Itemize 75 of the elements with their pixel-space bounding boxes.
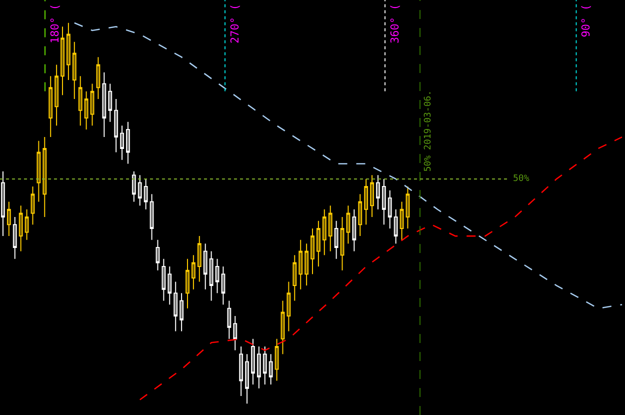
candlestick xyxy=(186,258,190,309)
candlestick xyxy=(286,281,291,332)
candlestick xyxy=(36,140,41,202)
candlestick xyxy=(180,292,184,332)
candlestick xyxy=(262,346,267,386)
candlestick xyxy=(12,216,17,260)
candlestick xyxy=(221,266,226,306)
candlestick xyxy=(292,254,297,302)
candlestick xyxy=(150,194,154,240)
candlestick xyxy=(388,190,392,229)
annotation: 50% 2019-03-06. xyxy=(423,90,434,172)
candlestick xyxy=(96,56,100,100)
candlestick xyxy=(78,76,82,126)
candlestick xyxy=(233,316,238,351)
candlestick xyxy=(144,178,148,210)
candlestick xyxy=(24,208,29,240)
candlestick xyxy=(406,186,410,229)
candlestick xyxy=(18,205,23,252)
candlestick xyxy=(370,174,374,218)
candlestick xyxy=(256,346,261,389)
candlestick xyxy=(108,83,112,122)
candlestick xyxy=(280,300,285,355)
candlestick xyxy=(84,90,88,130)
candlestick xyxy=(114,98,118,153)
candlestick xyxy=(203,243,208,290)
candlestick xyxy=(215,258,220,294)
candlestick xyxy=(328,205,332,252)
candlestick xyxy=(322,208,326,256)
candlestick xyxy=(298,239,303,290)
candlestick xyxy=(102,72,106,138)
candlestick xyxy=(156,239,160,271)
candlestick xyxy=(126,121,130,164)
candlestick xyxy=(120,125,124,160)
candlestick xyxy=(334,220,338,260)
candlestick xyxy=(274,338,279,382)
candlestick xyxy=(352,208,356,252)
candlestick xyxy=(227,300,232,340)
candlestick xyxy=(132,170,136,202)
candlestick xyxy=(138,174,142,206)
candlestick xyxy=(60,26,64,96)
candlestick xyxy=(42,136,47,218)
candlestick xyxy=(245,354,249,404)
annotation: 360° ( xyxy=(388,4,402,44)
candlestick xyxy=(400,201,404,240)
candlestick xyxy=(48,76,53,138)
candlestick xyxy=(168,266,172,306)
candlestick xyxy=(209,250,214,302)
candlestick xyxy=(6,201,11,237)
candlestick xyxy=(346,205,350,244)
candlestick xyxy=(382,178,386,226)
candlestick xyxy=(376,174,380,210)
candlestick xyxy=(30,186,35,226)
candlestick xyxy=(340,216,344,271)
candlestick xyxy=(72,41,76,100)
candlestick xyxy=(239,346,244,396)
candlestick xyxy=(66,22,70,80)
candlestick xyxy=(251,338,255,386)
candlestick xyxy=(358,194,362,237)
annotation: 180° ( xyxy=(48,4,62,44)
annotation: 50% xyxy=(513,174,530,184)
candlestick xyxy=(394,208,398,244)
candlestick xyxy=(304,243,309,286)
candlestick xyxy=(174,281,178,332)
candlestick xyxy=(197,236,202,282)
candlestick xyxy=(191,254,196,290)
candlestick xyxy=(268,354,273,386)
candlestick xyxy=(364,178,368,226)
candlestick xyxy=(54,64,59,126)
candlestick xyxy=(1,170,5,237)
annotation: 270° ( xyxy=(228,4,242,44)
candlestick xyxy=(310,228,314,275)
candlestick xyxy=(90,83,94,126)
annotation: 90° ( xyxy=(579,4,592,38)
candlestick xyxy=(162,258,166,302)
candlestick xyxy=(316,220,320,268)
